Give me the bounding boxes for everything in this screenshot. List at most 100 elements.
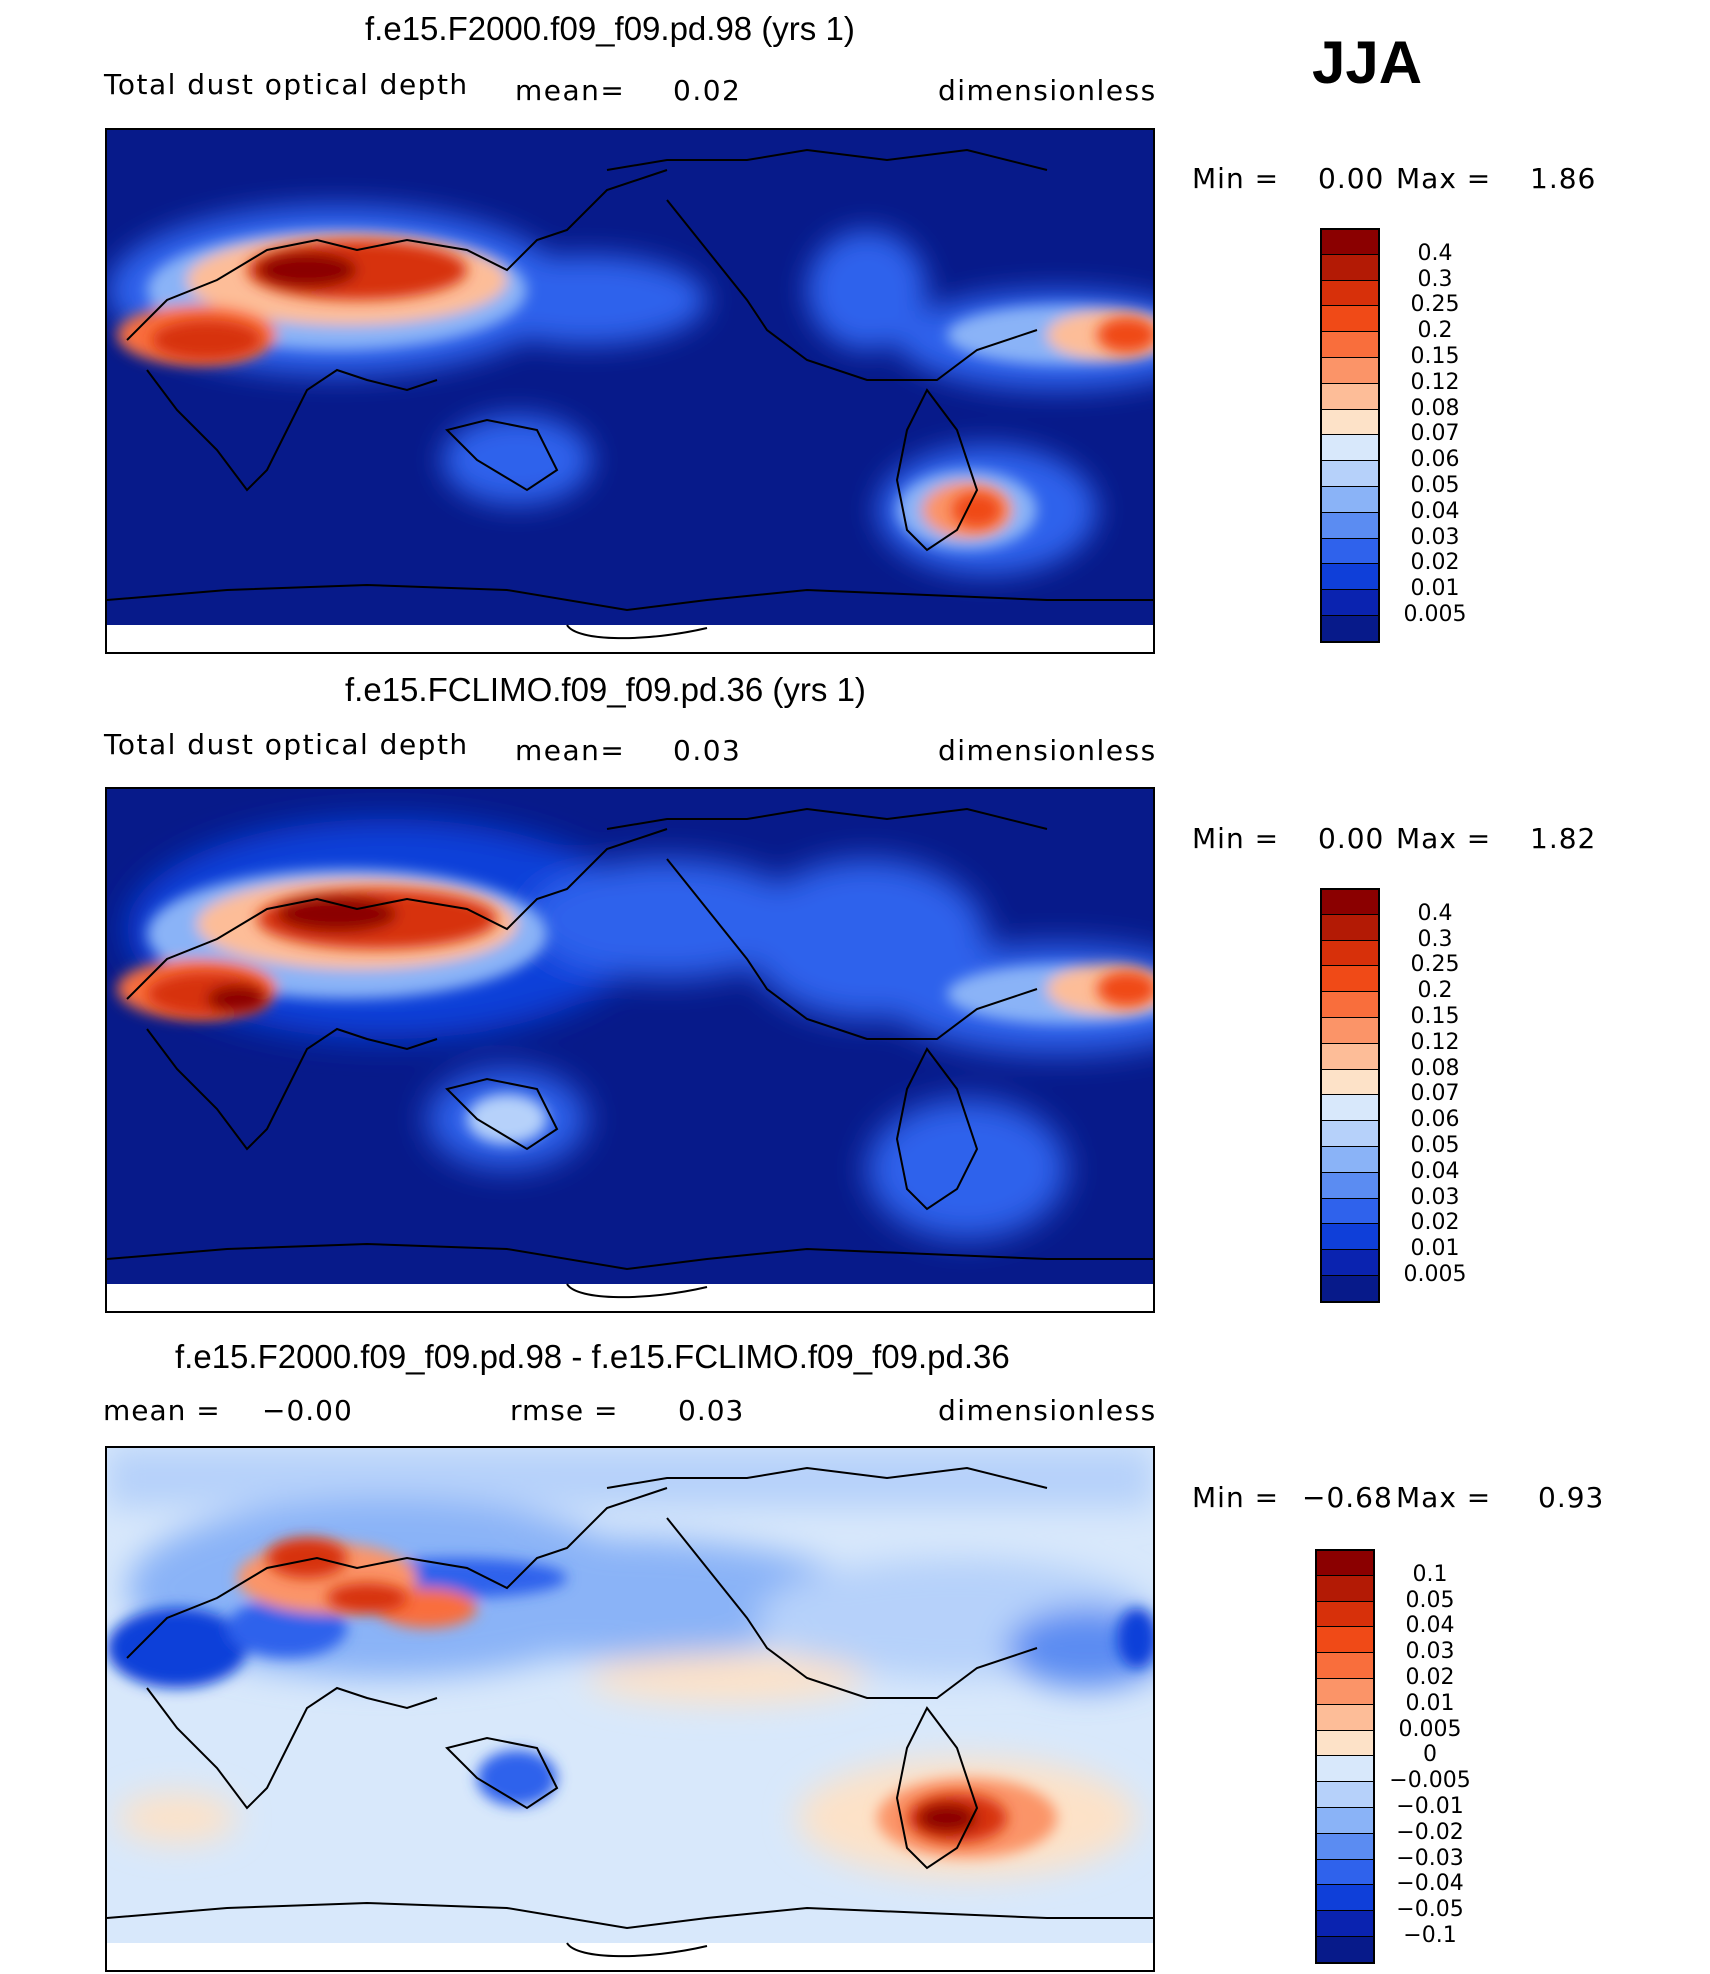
colorbar-swatch [1315, 1858, 1373, 1885]
colorbar-swatch [1315, 1652, 1373, 1678]
colorbar-level-label: 0.4 [1417, 240, 1453, 266]
panel-1-min-value: 0.00 [1318, 162, 1385, 195]
panel-2-mean-value: 0.03 [673, 734, 742, 767]
colorbar-level-label: 0.15 [1410, 1004, 1460, 1029]
colorbar-frame [1320, 228, 1380, 643]
colorbar-level-label: −0.01 [1396, 1794, 1464, 1819]
colorbar-swatch [1320, 434, 1378, 461]
colorbar-swatch [1320, 1017, 1378, 1043]
colorbar-swatch [1320, 1120, 1378, 1146]
colorbar-level-label: −0.1 [1403, 1923, 1457, 1948]
panel-2-mean-label: mean= [515, 734, 626, 767]
colorbar-swatch [1320, 408, 1378, 435]
colorbar-level-label: 0.12 [1410, 1029, 1460, 1055]
colorbar-swatch [1320, 1094, 1378, 1121]
panel-1-units: dimensionless [938, 74, 1157, 107]
colorbar-swatch [1320, 511, 1378, 538]
colorbar-level-label: 0.15 [1410, 344, 1460, 369]
panel-1-map-svg [107, 130, 1153, 652]
colorbar-swatch [1320, 991, 1378, 1017]
colorbar-swatch [1315, 1936, 1373, 1962]
colorbar-level-label: 0.03 [1405, 1639, 1455, 1665]
colorbar-swatch [1315, 1678, 1373, 1704]
colorbar-level-label: 0.04 [1405, 1613, 1455, 1639]
colorbar-level-label: 0.06 [1410, 447, 1460, 473]
colorbar-level-label: 0.25 [1410, 292, 1460, 318]
panel-1-min-label: Min = [1192, 162, 1280, 195]
colorbar-level-label: 0.4 [1417, 900, 1453, 926]
colorbar-level-label: 0.03 [1410, 1184, 1460, 1210]
panel-1-mean-value: 0.02 [673, 74, 742, 107]
colorbar-level-label: 0.06 [1410, 1107, 1460, 1133]
colorbar-swatch [1315, 1703, 1373, 1730]
colorbar-swatch [1315, 1910, 1373, 1936]
colorbar-level-label: 0.05 [1405, 1587, 1455, 1613]
colorbar-swatch [1320, 563, 1378, 590]
panel-3-map [105, 1446, 1155, 1972]
panel-1-mean-label: mean= [515, 74, 626, 107]
panel-2-units: dimensionless [938, 734, 1157, 767]
colorbar-swatch [1320, 253, 1378, 280]
colorbar-swatch [1320, 305, 1378, 332]
colorbar-level-label: 0.005 [1398, 1716, 1462, 1742]
colorbar-level-label: −0.02 [1396, 1819, 1464, 1845]
colorbar-level-label: 0.02 [1410, 1210, 1460, 1236]
colorbar-level-label: 0.2 [1417, 318, 1453, 344]
panel-2-variable: Total dust optical depth [104, 728, 469, 761]
colorbar-level-label: 0.02 [1410, 550, 1460, 576]
panel-2-min-value: 0.00 [1318, 822, 1385, 855]
colorbar-level-label: 0.005 [1403, 1262, 1467, 1287]
colorbar-level-label: 0.05 [1410, 473, 1460, 498]
colorbar-level-label: −0.05 [1396, 1897, 1464, 1923]
panel-3-rmse-value: 0.03 [678, 1394, 745, 1427]
colorbar-swatch [1320, 1249, 1378, 1275]
colorbar-level-label: 0.3 [1417, 926, 1453, 952]
colorbar-level-label: 0.01 [1410, 1236, 1460, 1262]
colorbar-level-label: 0.01 [1405, 1690, 1455, 1716]
colorbar-swatch [1320, 1171, 1378, 1198]
colorbar-level-label: 0.005 [1403, 602, 1467, 627]
panel-3-min-value: −0.68 [1302, 1481, 1393, 1514]
colorbar-level-label: 0.02 [1405, 1665, 1455, 1690]
colorbar-swatch [1315, 1549, 1373, 1575]
panel-3-mean-label: mean = [103, 1394, 221, 1427]
colorbar-swatch [1320, 1146, 1378, 1172]
colorbar-swatch [1320, 279, 1378, 306]
colorbar-level-label: 0.12 [1410, 369, 1460, 395]
panel-3-title: f.e15.F2000.f09_f09.pd.98 - f.e15.FCLIMO… [175, 1338, 1010, 1375]
panel-2-title: f.e15.FCLIMO.f09_f09.pd.36 (yrs 1) [345, 671, 866, 708]
colorbar-swatch [1320, 965, 1378, 992]
colorbar-level-label: −0.04 [1396, 1871, 1464, 1897]
colorbar-swatch [1315, 1755, 1373, 1782]
panel-2-min-label: Min = [1192, 822, 1280, 855]
colorbar-swatch [1315, 1574, 1373, 1601]
panel-2-map [105, 787, 1155, 1313]
colorbar-swatch [1315, 1781, 1373, 1807]
panel-1-variable: Total dust optical depth [104, 68, 469, 101]
colorbar-swatch [1320, 537, 1378, 564]
colorbar-level-label: 0.07 [1410, 421, 1460, 447]
colorbar-level-label: 0.07 [1410, 1081, 1460, 1107]
panel-2-max-label: Max = [1396, 822, 1492, 855]
colorbar-swatch [1320, 1197, 1378, 1224]
colorbar-swatch [1320, 357, 1378, 383]
colorbar-level-label: 0.08 [1410, 395, 1460, 421]
panel-3-min-label: Min = [1192, 1481, 1280, 1514]
colorbar-level-label: 0.04 [1410, 1158, 1460, 1184]
colorbar-swatch [1320, 913, 1378, 940]
colorbar-swatch [1315, 1832, 1373, 1859]
colorbar-swatch [1320, 460, 1378, 486]
colorbar-swatch [1320, 382, 1378, 409]
panel-1-map [105, 128, 1155, 654]
colorbar-level-label: 0.25 [1410, 952, 1460, 978]
colorbar-swatch [1320, 615, 1378, 641]
colorbar-swatch [1315, 1729, 1373, 1756]
colorbar-swatch [1320, 486, 1378, 512]
colorbar-swatch [1320, 1042, 1378, 1069]
panel-3-units: dimensionless [938, 1394, 1157, 1427]
colorbar-swatch [1320, 589, 1378, 615]
colorbar-level-label: 0.04 [1410, 498, 1460, 524]
colorbar-level-label: 0.05 [1410, 1133, 1460, 1158]
panel-1-max-label: Max = [1396, 162, 1492, 195]
colorbar-frame [1320, 888, 1380, 1303]
